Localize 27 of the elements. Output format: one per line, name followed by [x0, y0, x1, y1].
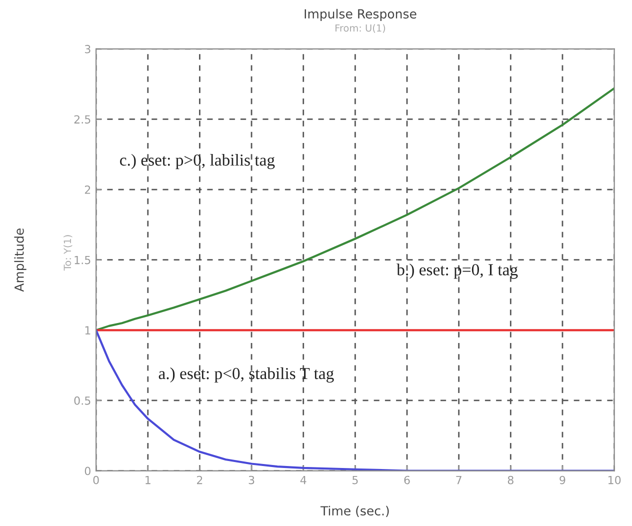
y-tick-label: 2 — [84, 186, 90, 194]
annotation: c.) eset: p>0, labilis tag — [120, 154, 275, 170]
x-tick-label: 6 — [404, 476, 410, 484]
annotation: b.) eset: p=0, I tag — [396, 264, 518, 279]
x-tick-label: 2 — [196, 476, 202, 484]
x-tick-label: 3 — [248, 476, 254, 484]
y-tick-label: 0.5 — [74, 396, 90, 405]
x-tick-label: 8 — [508, 476, 514, 484]
x-tick-label: 0 — [93, 476, 99, 484]
annotation: a.) eset: p<0, stabilis T tag — [158, 367, 334, 383]
x-tick-label: 5 — [352, 476, 358, 484]
x-axis-title: Time (sec.) — [320, 506, 389, 517]
x-tick-label: 7 — [456, 476, 462, 484]
x-tick-label: 10 — [608, 476, 621, 484]
y-axis-title: Amplitude — [14, 228, 26, 292]
y-tick-label: 3 — [84, 44, 90, 54]
y-tick-label: 1 — [85, 326, 90, 334]
text: To: Y(1) — [64, 235, 72, 271]
x-tick-label: 1 — [146, 476, 150, 484]
y-tick-label: 2.5 — [74, 115, 90, 124]
line-series — [96, 87, 614, 332]
chart-title: Impulse Response — [304, 8, 416, 22]
x-tick-label: 9 — [560, 476, 566, 484]
x-tick-label: 4 — [300, 476, 306, 484]
y-tick-label: 0 — [84, 466, 90, 476]
chart-subtitle: From: U(1) — [336, 24, 386, 33]
y-tick-label: 1.5 — [74, 256, 90, 264]
